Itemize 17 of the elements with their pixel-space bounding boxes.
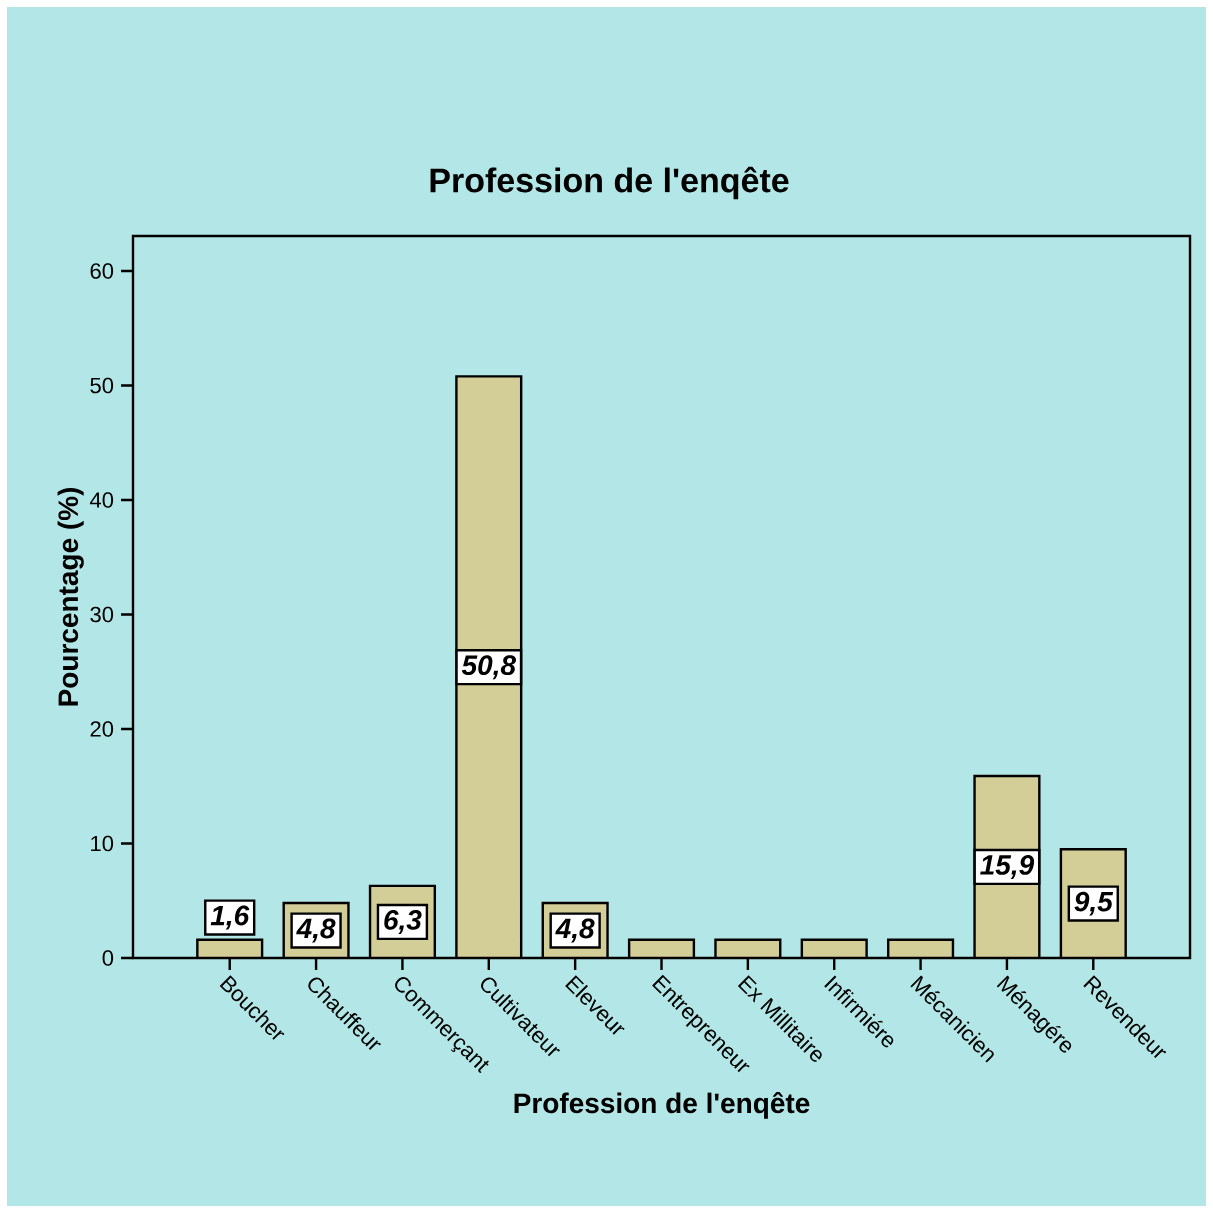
data-label: 4,8 [296,918,336,943]
data-label: 50,8 [461,655,516,680]
data-label: 6,3 [384,909,422,934]
x-axis-title: Profession de l'enqête [514,1091,810,1119]
data-label: 15,9 [980,855,1035,879]
y-tick-label: 50 [90,377,114,394]
data-label: 4,8 [555,918,595,943]
y-tick-label: 10 [91,835,114,852]
y-tick-label: 40 [89,492,114,508]
data-label: 1,6 [210,905,250,930]
data-label: 9,5 [1074,891,1114,916]
y-tick-label: 20 [90,721,114,737]
y-tick-label: 30 [90,606,114,623]
y-axis-title: Pourcentage (%) [57,487,84,706]
chart-title: Profession de l'enqête [430,166,789,200]
y-tick-label: 0 [102,950,114,966]
y-tick-label: 60 [90,263,114,279]
